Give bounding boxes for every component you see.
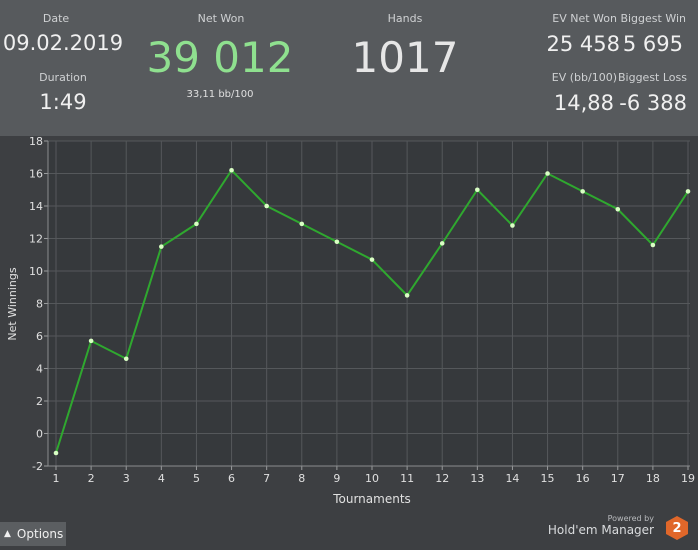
- data-point: [580, 189, 585, 194]
- data-point: [369, 257, 375, 262]
- y-tick-label: 12: [29, 233, 43, 246]
- x-tick-label: 3: [123, 472, 130, 485]
- biggest-win-value: 5 695: [622, 32, 683, 56]
- summary-header: Date 09.02.2019 Duration 1:49 Net Won 39…: [0, 0, 698, 136]
- ev-bb100-label: EV (bb/100): [551, 71, 617, 84]
- data-point: [685, 189, 691, 194]
- x-tick-label: 10: [365, 472, 379, 485]
- hands-value: 1017: [351, 33, 459, 82]
- x-tick-label: 5: [193, 472, 200, 485]
- biggest-loss-value: -6 388: [619, 91, 687, 115]
- duration-value: 1:49: [39, 90, 87, 114]
- y-tick-label: -2: [32, 460, 43, 473]
- caret-up-icon: ▲: [4, 529, 11, 539]
- x-tick-label: 15: [541, 472, 555, 485]
- data-point: [545, 171, 550, 176]
- y-tick-label: 0: [36, 428, 43, 441]
- x-tick-label: 18: [646, 472, 660, 485]
- biggest-win-label: Biggest Win: [620, 12, 686, 25]
- x-tick-label: 4: [158, 472, 165, 485]
- data-point: [159, 244, 164, 249]
- data-point: [439, 241, 445, 246]
- biggest-loss-label: Biggest Loss: [617, 71, 687, 84]
- y-tick-label: 6: [36, 330, 43, 343]
- series: [53, 167, 691, 456]
- ev-net-won-label: EV Net Won: [552, 12, 617, 25]
- net-won-label: Net Won: [197, 12, 245, 25]
- x-tick-label: 12: [435, 472, 449, 485]
- data-point: [53, 450, 59, 456]
- data-point: [88, 338, 94, 344]
- net-won-bb100: 33,11 bb/100: [186, 89, 254, 100]
- data-point: [475, 187, 480, 193]
- x-tick-label: 16: [576, 472, 590, 485]
- y-tick-label: 16: [29, 168, 43, 181]
- x-tick-label: 7: [263, 472, 270, 485]
- y-tick-label: 10: [29, 265, 43, 278]
- date-value: 09.02.2019: [2, 31, 124, 55]
- brand-logo: Powered by Hold'em Manager 2: [548, 513, 688, 541]
- data-point: [334, 239, 340, 245]
- hands-label: Hands: [387, 12, 423, 25]
- powered-by-text: Powered by: [607, 514, 654, 523]
- y-axis-label: Net Winnings: [6, 267, 19, 340]
- data-point: [264, 203, 269, 209]
- data-point: [404, 293, 410, 298]
- data-point: [510, 223, 515, 228]
- x-tick-label: 14: [505, 472, 519, 485]
- x-tick-label: 11: [400, 472, 414, 485]
- x-tick-label: 19: [681, 472, 695, 485]
- chart-area: -2 0 2 4 6 8 10 12 14 16 18 1 2 3 4 5 6 7 8 9 10 11 12 13 14 15 16…: [0, 135, 698, 546]
- x-tick-label: 9: [333, 472, 340, 485]
- y-tick-label: 2: [36, 395, 43, 408]
- x-tick-label: 17: [611, 472, 625, 485]
- x-tick-label: 2: [88, 472, 95, 485]
- options-button[interactable]: ▲ Options: [0, 522, 66, 546]
- brand-badge: 2: [666, 516, 688, 540]
- x-tick-label: 13: [470, 472, 484, 485]
- data-point: [650, 242, 656, 248]
- duration-label: Duration: [39, 71, 87, 84]
- grid: [48, 140, 690, 467]
- net-won-value: 39 012: [146, 33, 294, 82]
- data-point: [615, 206, 621, 212]
- x-tick-label: 1: [53, 472, 60, 485]
- y-tick-label: 14: [29, 200, 43, 213]
- data-point: [299, 221, 305, 227]
- y-tick-label: 4: [36, 363, 43, 376]
- options-label: Options: [16, 527, 64, 541]
- data-point: [229, 167, 234, 173]
- data-point: [123, 356, 129, 362]
- brand-name: Hold'em Manager: [547, 523, 654, 537]
- data-point: [194, 221, 199, 227]
- y-tick-label: 8: [36, 298, 43, 311]
- ev-net-won-value: 25 458: [546, 32, 620, 56]
- x-tick-label: 6: [228, 472, 235, 485]
- x-tick-label: 8: [298, 472, 305, 485]
- y-tick-label: 18: [29, 136, 43, 148]
- date-label: Date: [42, 12, 70, 25]
- x-axis-label: Tournaments: [332, 492, 411, 506]
- ev-bb100-value: 14,88: [553, 91, 614, 115]
